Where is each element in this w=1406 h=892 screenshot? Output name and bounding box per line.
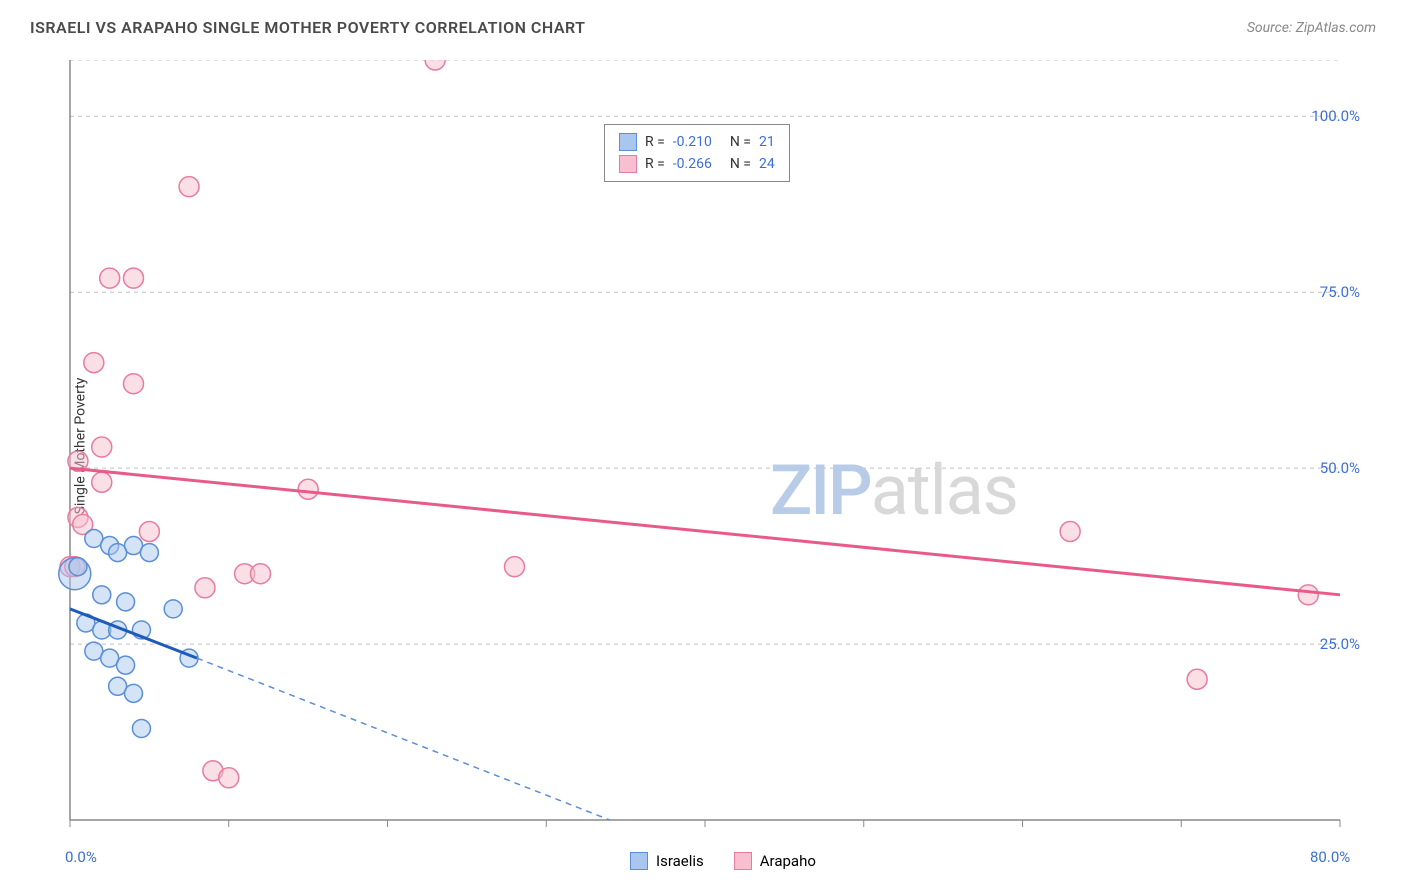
legend-label-israelis: Israelis: [656, 852, 704, 870]
legend-n-label: N =: [730, 131, 751, 153]
legend-n-value-2: 24: [759, 153, 775, 175]
legend-stats: R = -0.210 N = 21 R = -0.266 N = 24: [604, 124, 790, 182]
chart-source: Source: ZipAtlas.com: [1247, 20, 1376, 36]
legend-n-label: N =: [730, 153, 751, 175]
legend-item-israelis: Israelis: [630, 852, 704, 870]
y-tick-label: 25.0%: [1320, 635, 1360, 653]
y-tick-label: 100.0%: [1311, 107, 1360, 125]
y-tick-label: 75.0%: [1320, 283, 1360, 301]
plot-area: ZIPatlas R = -0.210 N = 21 R = -0.266 N …: [50, 60, 1360, 830]
legend-item-arapaho: Arapaho: [734, 852, 816, 870]
legend-stats-row-1: R = -0.210 N = 21: [619, 131, 775, 153]
legend-series: Israelis Arapaho: [630, 852, 816, 870]
legend-stats-row-2: R = -0.266 N = 24: [619, 153, 775, 175]
chart-header: ISRAELI VS ARAPAHO SINGLE MOTHER POVERTY…: [30, 18, 1376, 37]
legend-swatch-arapaho: [734, 852, 752, 870]
legend-swatch-arapaho: [619, 155, 637, 173]
x-tick-label: 80.0%: [1310, 848, 1350, 866]
y-tick-label: 50.0%: [1320, 459, 1360, 477]
chart-title: ISRAELI VS ARAPAHO SINGLE MOTHER POVERTY…: [30, 18, 586, 37]
legend-r-label: R =: [645, 153, 665, 175]
legend-r-value-2: -0.266: [673, 153, 712, 175]
x-tick-label: 0.0%: [65, 848, 97, 866]
legend-n-value-1: 21: [759, 131, 775, 153]
legend-r-label: R =: [645, 131, 665, 153]
legend-label-arapaho: Arapaho: [760, 852, 816, 870]
legend-swatch-israelis: [630, 852, 648, 870]
legend-swatch-israelis: [619, 133, 637, 151]
legend-r-value-1: -0.210: [673, 131, 712, 153]
